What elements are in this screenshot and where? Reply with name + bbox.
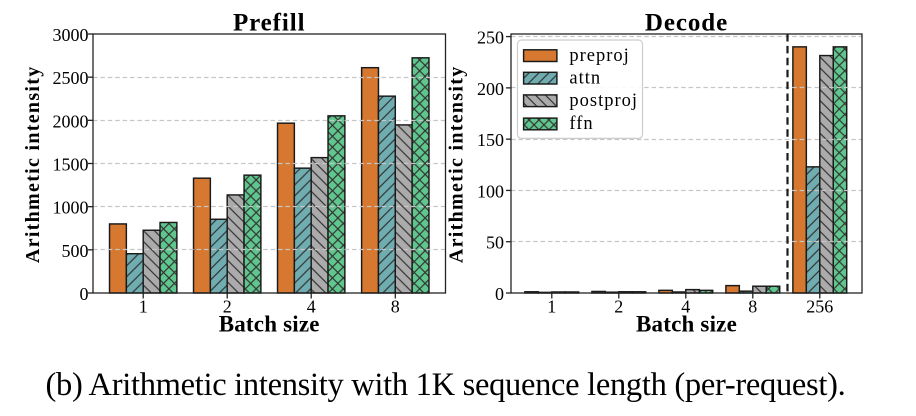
- svg-text:Batch size: Batch size: [219, 312, 320, 337]
- svg-text:2000: 2000: [53, 111, 89, 131]
- svg-text:0: 0: [80, 284, 89, 304]
- svg-text:250: 250: [477, 28, 504, 48]
- svg-text:4: 4: [681, 297, 690, 317]
- svg-text:ffn: ffn: [569, 114, 593, 134]
- svg-text:1: 1: [547, 297, 556, 317]
- svg-text:1500: 1500: [53, 155, 89, 175]
- svg-text:preproj: preproj: [569, 46, 629, 66]
- svg-text:150: 150: [477, 130, 504, 150]
- svg-text:2: 2: [614, 297, 623, 317]
- svg-text:0: 0: [495, 284, 504, 304]
- svg-text:100: 100: [477, 181, 504, 201]
- svg-text:postproj: postproj: [569, 91, 638, 111]
- svg-text:3000: 3000: [53, 25, 89, 45]
- svg-text:8: 8: [391, 297, 400, 317]
- svg-text:Arithmetic intensity: Arithmetic intensity: [22, 65, 44, 263]
- svg-text:200: 200: [477, 79, 504, 99]
- svg-text:256: 256: [806, 297, 833, 317]
- svg-text:Arithmetic intensity: Arithmetic intensity: [446, 65, 468, 263]
- svg-text:8: 8: [748, 297, 757, 317]
- svg-text:4: 4: [307, 297, 316, 317]
- svg-text:Prefill: Prefill: [233, 10, 305, 37]
- svg-text:1: 1: [139, 297, 148, 317]
- svg-text:attn: attn: [569, 68, 601, 88]
- svg-text:(b) Arithmetic intensity with: (b) Arithmetic intensity with 1K sequenc…: [46, 367, 846, 403]
- svg-text:500: 500: [62, 241, 89, 261]
- svg-text:2500: 2500: [53, 68, 89, 88]
- svg-text:Decode: Decode: [645, 10, 728, 37]
- svg-text:2: 2: [223, 297, 232, 317]
- svg-text:50: 50: [486, 233, 504, 253]
- svg-text:Batch size: Batch size: [636, 312, 737, 337]
- svg-text:1000: 1000: [53, 198, 89, 218]
